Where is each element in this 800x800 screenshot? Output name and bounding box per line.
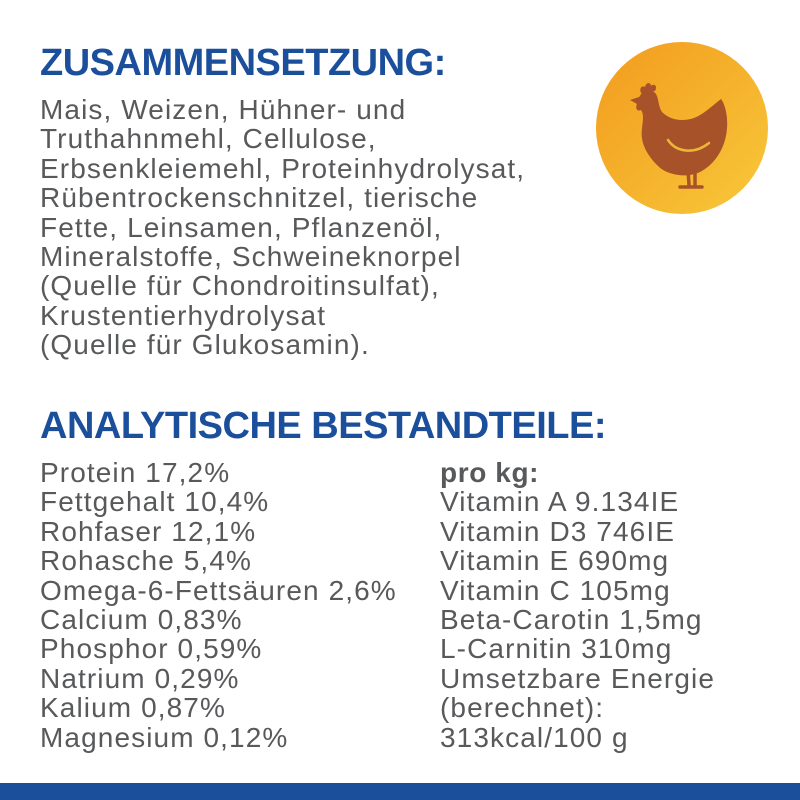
chicken-icon — [630, 83, 728, 189]
composition-line: (Quelle für Glukosamin). — [40, 329, 370, 361]
per-kg-item: Umsetzbare Energie — [440, 662, 716, 694]
nutrient-item: Omega-6-Fettsäuren 2,6% — [40, 574, 397, 606]
per-kg-item: L-Carnitin 310mg — [440, 633, 673, 665]
nutrient-item: Rohasche 5,4% — [40, 545, 252, 577]
chicken-body — [630, 90, 728, 176]
composition-line: Fette, Leinsamen, Pflanzenöl, — [40, 211, 443, 243]
per-kg-item: Beta-Carotin 1,5mg — [440, 603, 703, 635]
composition-line: Krustentierhydrolysat — [40, 299, 327, 331]
composition-line: Rübentrockenschnitzel, tierische — [40, 182, 479, 214]
chicken-comb — [640, 83, 657, 93]
per-kg-item: 313kcal/100 g — [440, 721, 629, 753]
composition-heading: ZUSAMMENSETZUNG: — [40, 42, 446, 84]
chicken-badge — [596, 42, 768, 214]
per-kg-item: Vitamin A 9.134IE — [440, 486, 680, 518]
nutrient-item: Fettgehalt 10,4% — [40, 486, 270, 518]
per-kg-label: pro kg: — [440, 457, 540, 488]
per-kg-item: (berechnet): — [440, 692, 605, 724]
chicken-wing — [666, 138, 711, 152]
nutrient-item: Phosphor 0,59% — [40, 633, 263, 665]
composition-line: Erbsenkleiemehl, Proteinhydrolysat, — [40, 152, 526, 184]
composition-line: Mineralstoffe, Schweineknorpel — [40, 240, 462, 272]
nutrient-item: Calcium 0,83% — [40, 603, 243, 635]
composition-line: Truthahnmehl, Cellulose, — [40, 123, 377, 155]
analysis-heading: ANALYTISCHE BESTANDTEILE: — [40, 405, 606, 447]
composition-text: Mais, Weizen, Hühner- und Truthahnmehl, … — [40, 95, 525, 360]
nutrient-item: Protein 17,2% — [40, 457, 231, 488]
per-kg-item: Vitamin C 105mg — [440, 574, 671, 606]
nutrient-item: Natrium 0,29% — [40, 662, 240, 694]
nutrient-item: Rohfaser 12,1% — [40, 515, 257, 547]
per-kg-list: pro kg: Vitamin A 9.134IE Vitamin D3 746… — [440, 458, 715, 752]
bottom-bar — [0, 783, 800, 800]
per-kg-item: Vitamin E 690mg — [440, 545, 670, 577]
composition-line: Mais, Weizen, Hühner- und — [40, 94, 407, 125]
chicken-legs — [678, 168, 704, 189]
nutrient-item: Kalium 0,87% — [40, 692, 226, 724]
nutrient-item: Magnesium 0,12% — [40, 721, 289, 753]
nutrient-list: Protein 17,2% Fettgehalt 10,4% Rohfaser … — [40, 458, 397, 752]
composition-line: (Quelle für Chondroitinsulfat), — [40, 270, 440, 302]
per-kg-item: Vitamin D3 746IE — [440, 515, 675, 547]
